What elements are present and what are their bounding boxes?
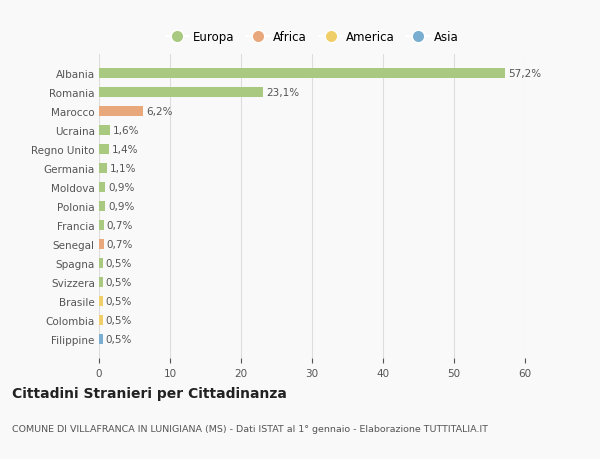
Bar [99, 145, 109, 155]
Text: 0,5%: 0,5% [106, 296, 132, 306]
Bar [99, 163, 107, 174]
Text: 23,1%: 23,1% [266, 88, 299, 98]
Text: 0,5%: 0,5% [106, 315, 132, 325]
Bar [99, 220, 104, 231]
Text: 0,9%: 0,9% [108, 202, 134, 212]
Text: 0,5%: 0,5% [106, 334, 132, 344]
Text: 1,6%: 1,6% [113, 126, 140, 136]
Text: 0,7%: 0,7% [107, 240, 133, 249]
Text: 0,5%: 0,5% [106, 277, 132, 287]
Text: 1,4%: 1,4% [112, 145, 138, 155]
Legend: Europa, Africa, America, Asia: Europa, Africa, America, Asia [161, 26, 463, 49]
Bar [99, 88, 263, 98]
Bar [99, 315, 103, 325]
Bar [99, 296, 103, 307]
Text: 0,7%: 0,7% [107, 220, 133, 230]
Bar [99, 239, 104, 250]
Bar [99, 182, 106, 193]
Bar [99, 202, 106, 212]
Bar [99, 258, 103, 269]
Bar [99, 334, 103, 344]
Text: 57,2%: 57,2% [508, 69, 541, 79]
Text: 0,9%: 0,9% [108, 183, 134, 193]
Text: COMUNE DI VILLAFRANCA IN LUNIGIANA (MS) - Dati ISTAT al 1° gennaio - Elaborazion: COMUNE DI VILLAFRANCA IN LUNIGIANA (MS) … [12, 425, 488, 433]
Bar [99, 106, 143, 117]
Bar [99, 126, 110, 136]
Text: Cittadini Stranieri per Cittadinanza: Cittadini Stranieri per Cittadinanza [12, 386, 287, 400]
Bar [99, 69, 505, 79]
Bar [99, 277, 103, 287]
Text: 1,1%: 1,1% [110, 164, 136, 174]
Text: 6,2%: 6,2% [146, 107, 172, 117]
Text: 0,5%: 0,5% [106, 258, 132, 269]
